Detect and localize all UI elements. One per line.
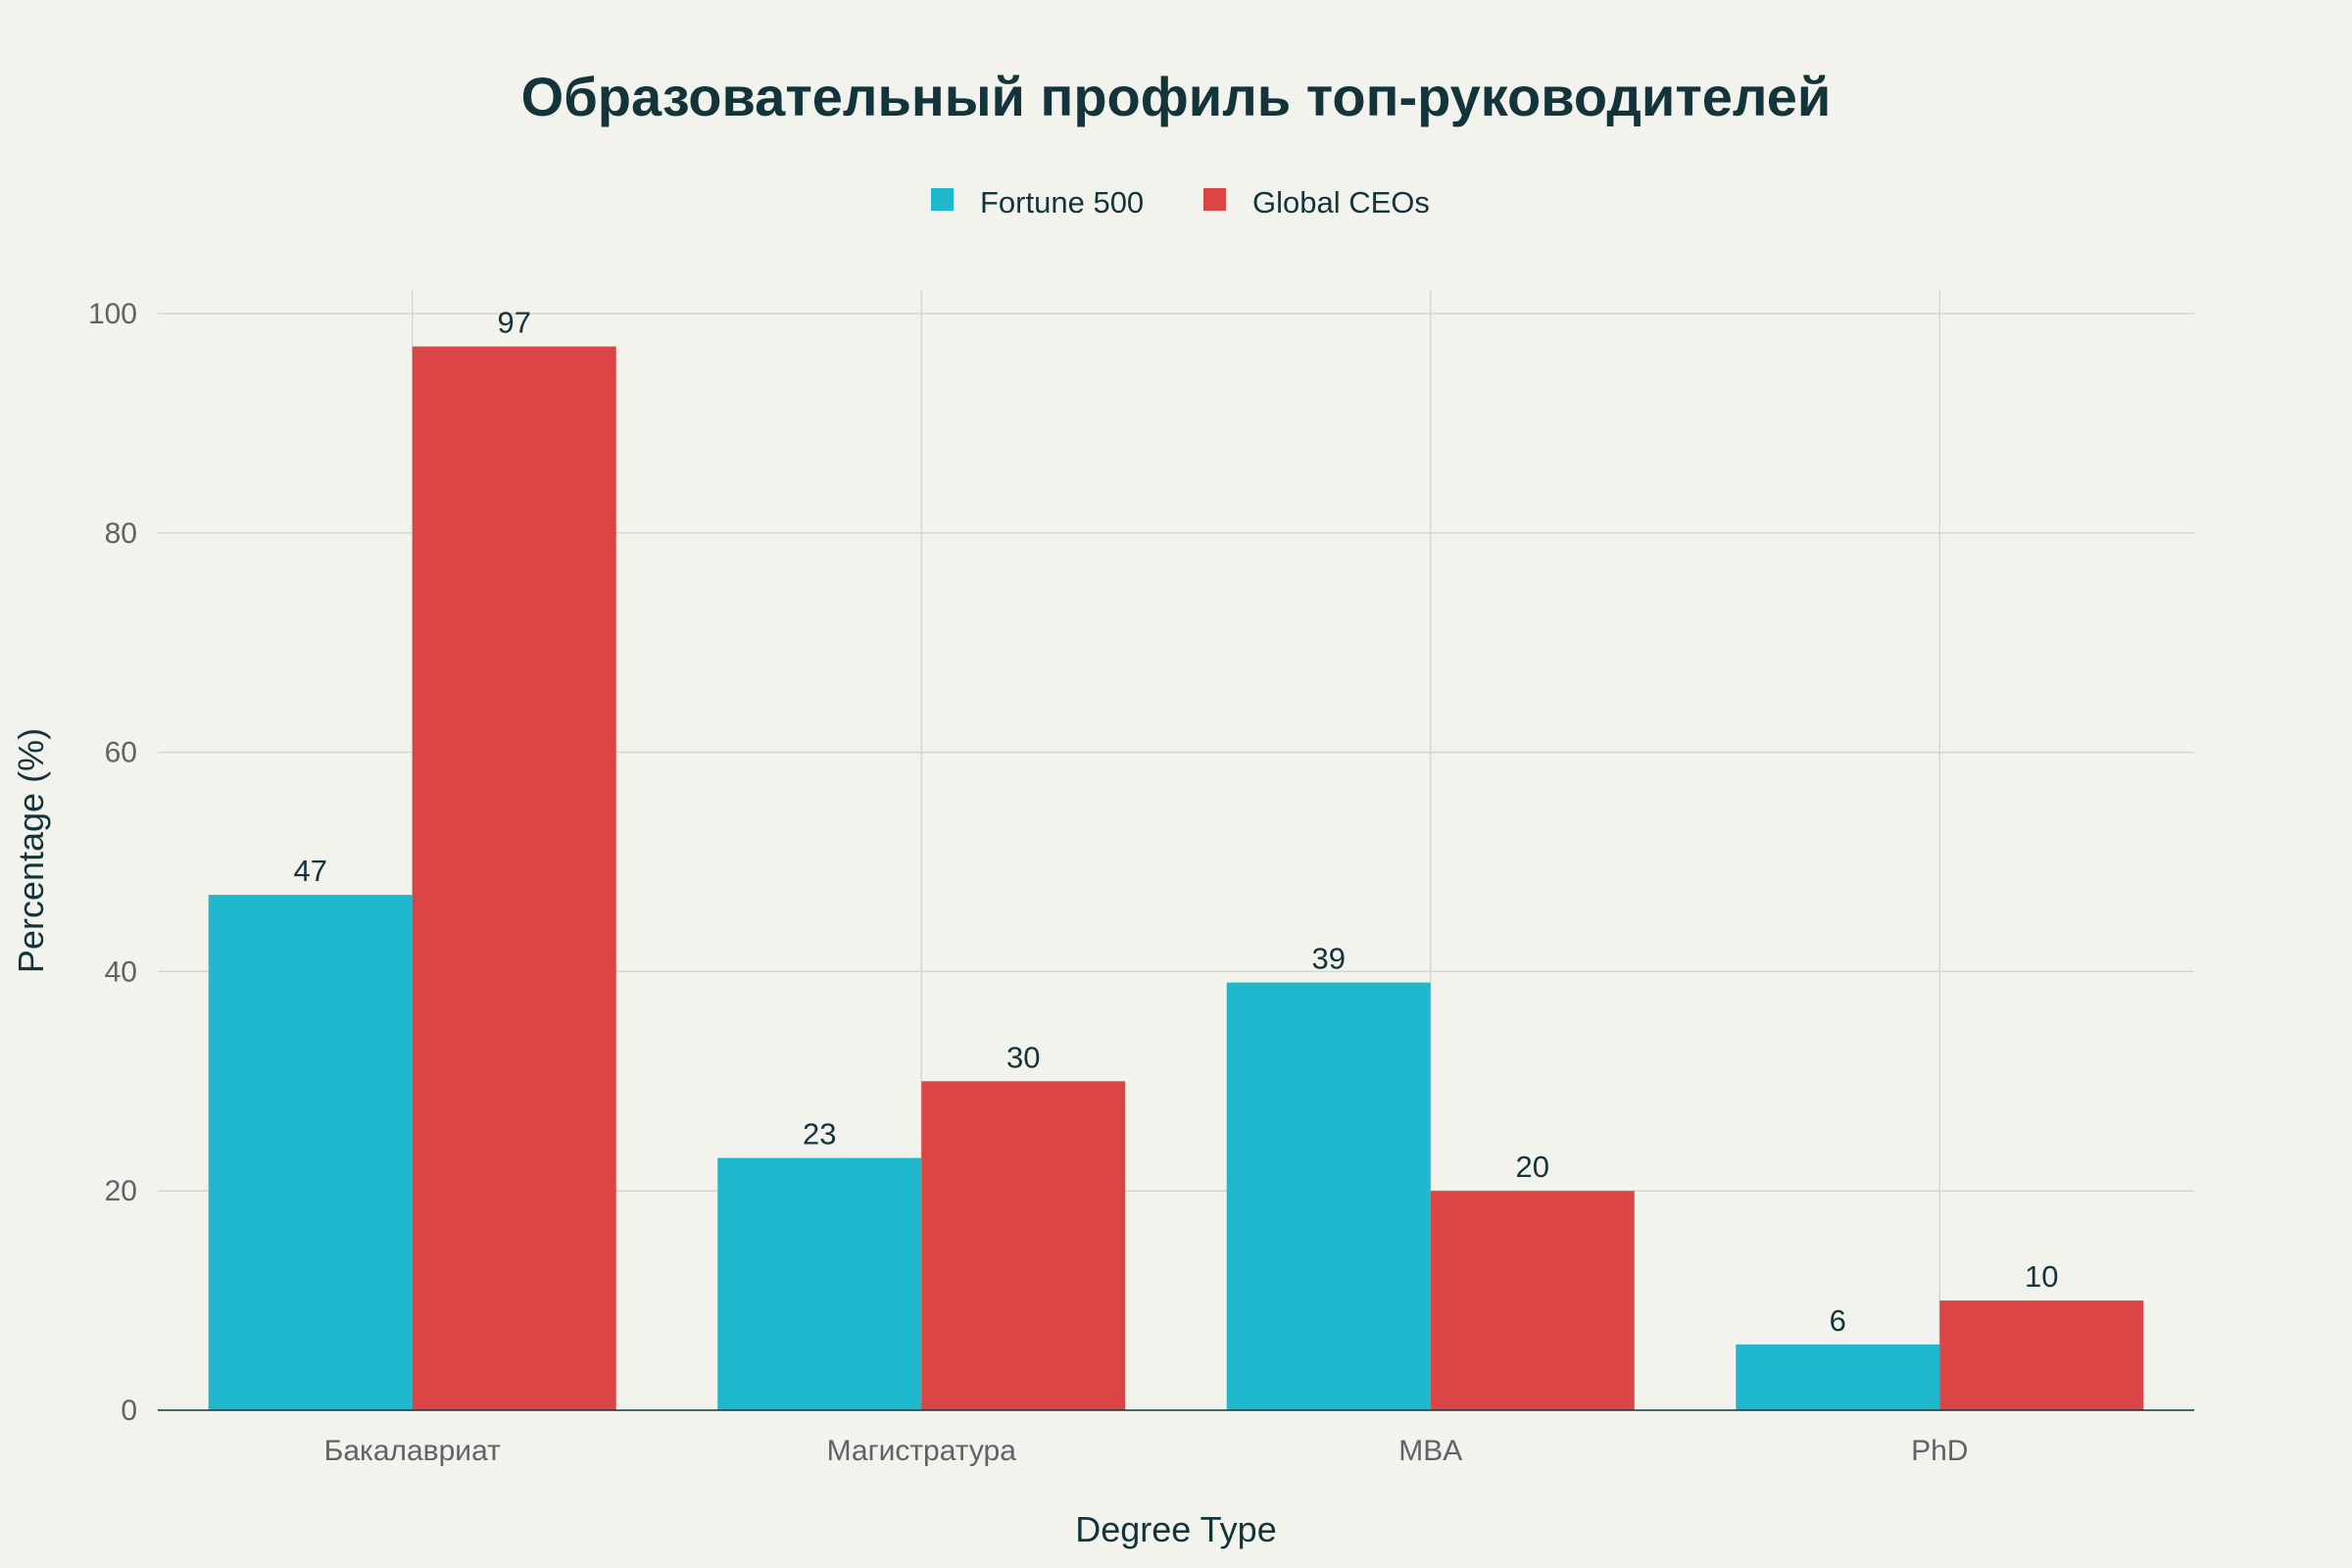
data-label: 6 <box>1830 1303 1846 1338</box>
y-tick-label: 80 <box>105 517 137 550</box>
legend-label: Fortune 500 <box>980 185 1144 220</box>
y-tick-label: 0 <box>121 1395 137 1427</box>
data-label: 97 <box>498 306 531 340</box>
x-tick-label: MBA <box>1398 1435 1462 1467</box>
legend-label: Global CEOs <box>1252 185 1430 220</box>
y-axis-title: Percentage (%) <box>11 728 51 973</box>
legend: Fortune 500 Global CEOs <box>931 185 1430 220</box>
y-axis-ticks: 0 20 40 60 80 100 <box>88 298 137 1427</box>
bar-global-ceos <box>921 1081 1126 1410</box>
bar-fortune-500 <box>1226 982 1431 1410</box>
data-labels: 47 23 39 6 97 30 20 10 <box>294 306 2059 1338</box>
data-label: 47 <box>294 854 327 888</box>
x-tick-label: Бакалавриат <box>324 1435 501 1467</box>
data-label: 30 <box>1006 1040 1040 1074</box>
bar-global-ceos <box>412 346 616 1410</box>
bars <box>208 346 2144 1410</box>
x-axis-title: Degree Type <box>1075 1509 1276 1549</box>
x-axis-ticks: Бакалавриат Магистратура MBA PhD <box>324 1435 1969 1467</box>
legend-swatch <box>1203 188 1226 211</box>
bar-fortune-500 <box>1736 1344 1940 1410</box>
bar-global-ceos <box>1939 1300 2144 1410</box>
y-tick-label: 100 <box>88 298 137 330</box>
data-label: 20 <box>1516 1150 1549 1184</box>
x-tick-label: PhD <box>1911 1435 1968 1467</box>
x-tick-label: Магистратура <box>827 1435 1017 1467</box>
bar-fortune-500 <box>208 895 413 1410</box>
data-label: 10 <box>2025 1259 2058 1294</box>
chart-title: Образовательный профиль топ-руководителе… <box>521 66 1832 127</box>
y-tick-label: 40 <box>105 956 137 988</box>
legend-swatch <box>931 188 954 211</box>
data-label: 39 <box>1312 942 1346 976</box>
data-label: 23 <box>803 1117 836 1152</box>
y-tick-label: 20 <box>105 1175 137 1207</box>
bar-global-ceos <box>1430 1191 1635 1410</box>
y-tick-label: 60 <box>105 737 137 769</box>
bar-fortune-500 <box>717 1157 922 1410</box>
